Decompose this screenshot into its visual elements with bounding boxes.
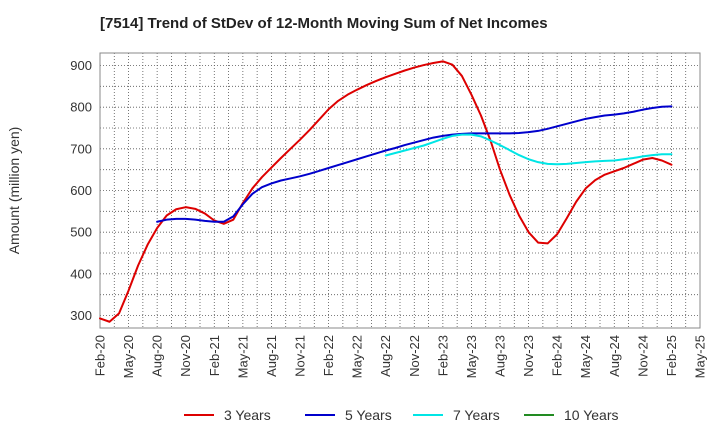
x-tick-label: Nov-21	[293, 335, 308, 377]
legend-label-3-years: 3 Years	[224, 407, 271, 423]
y-tick-label: 800	[70, 100, 92, 115]
plot-frame	[99, 52, 701, 329]
x-tick-label: Nov-24	[635, 335, 650, 377]
x-tick-label: Feb-20	[93, 335, 108, 376]
y-tick-label: 700	[70, 141, 92, 156]
x-tick-label: Aug-21	[264, 335, 279, 377]
x-tick-label: May-25	[693, 335, 708, 378]
x-tick-label: Nov-22	[407, 335, 422, 377]
legend-label-5-years: 5 Years	[345, 407, 392, 423]
y-tick-label: 900	[70, 58, 92, 73]
x-tick-label: Aug-23	[493, 335, 508, 377]
x-tick-label: May-24	[578, 335, 593, 378]
chart-title: [7514] Trend of StDev of 12-Month Moving…	[100, 15, 548, 32]
x-tick-label: Feb-22	[321, 335, 336, 376]
series-line-3-years	[99, 60, 673, 323]
x-tick-label: Nov-20	[178, 335, 193, 377]
legend-label-10-years: 10 Years	[564, 407, 619, 423]
x-tick-label: May-23	[464, 335, 479, 378]
y-tick-label: 500	[70, 225, 92, 240]
y-axis-title: Amount (million yen)	[6, 127, 22, 255]
x-tick-label: Aug-20	[150, 335, 165, 377]
y-tick-label: 300	[70, 308, 92, 323]
x-tick-label: May-22	[350, 335, 365, 378]
x-tick-label: May-20	[121, 335, 136, 378]
x-tick-label: Feb-23	[435, 335, 450, 376]
x-tick-label: Feb-25	[664, 335, 679, 376]
x-tick-label: Feb-21	[207, 335, 222, 376]
y-tick-label: 400	[70, 266, 92, 281]
x-tick-label: Aug-24	[607, 335, 622, 377]
series-line-7-years	[384, 133, 673, 166]
x-tick-label: May-21	[235, 335, 250, 378]
series-line-5-years	[156, 105, 673, 223]
legend-label-7-years: 7 Years	[453, 407, 500, 423]
x-tick-label: Aug-22	[378, 335, 393, 377]
x-tick-label: Feb-24	[550, 335, 565, 376]
y-tick-label: 600	[70, 183, 92, 198]
x-tick-label: Nov-23	[521, 335, 536, 377]
